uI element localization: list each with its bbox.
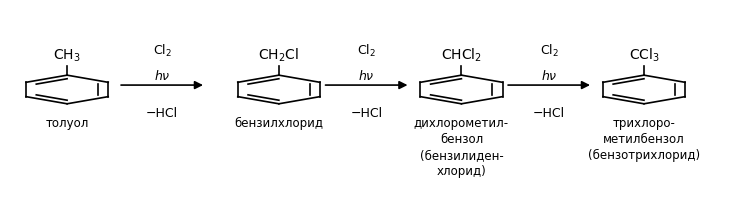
Text: $h\nu$: $h\nu$ <box>541 69 557 83</box>
Text: CH$_2$Cl: CH$_2$Cl <box>258 47 299 64</box>
Text: −HCl: −HCl <box>533 107 565 120</box>
Text: Cl$_2$: Cl$_2$ <box>357 43 376 59</box>
Text: $h\nu$: $h\nu$ <box>154 69 170 83</box>
Text: Cl$_2$: Cl$_2$ <box>152 43 172 59</box>
Text: дихлорометил-
бензол
(бензилиден-
хлорид): дихлорометил- бензол (бензилиден- хлорид… <box>414 117 509 178</box>
Text: CCl$_3$: CCl$_3$ <box>629 47 660 64</box>
Text: трихлоро-
метилбензол
(бензотрихлорид): трихлоро- метилбензол (бензотрихлорид) <box>588 117 700 162</box>
Text: Cl$_2$: Cl$_2$ <box>539 43 559 59</box>
Text: −HCl: −HCl <box>146 107 178 120</box>
Text: −HCl: −HCl <box>350 107 383 120</box>
Text: толуол: толуол <box>45 117 89 130</box>
Text: бензилхлорид: бензилхлорид <box>235 117 323 130</box>
Text: $h\nu$: $h\nu$ <box>358 69 375 83</box>
Text: CHCl$_2$: CHCl$_2$ <box>441 47 482 64</box>
Text: CH$_3$: CH$_3$ <box>54 48 81 64</box>
